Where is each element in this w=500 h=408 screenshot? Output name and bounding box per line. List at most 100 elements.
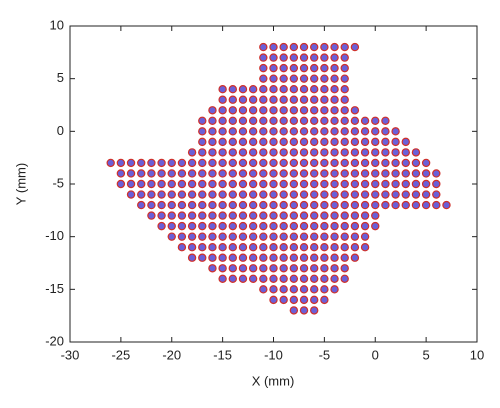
point bbox=[269, 169, 278, 178]
point bbox=[310, 106, 319, 115]
point bbox=[269, 242, 278, 252]
point bbox=[421, 179, 431, 189]
point bbox=[371, 179, 380, 189]
point bbox=[116, 179, 126, 189]
point bbox=[350, 179, 360, 189]
point bbox=[187, 179, 197, 189]
point bbox=[340, 127, 349, 136]
point bbox=[310, 169, 319, 178]
point bbox=[391, 179, 400, 189]
point bbox=[289, 148, 299, 157]
point bbox=[147, 211, 156, 220]
point bbox=[259, 137, 268, 147]
point bbox=[330, 274, 339, 283]
point bbox=[208, 137, 217, 147]
point bbox=[259, 211, 268, 220]
point bbox=[248, 106, 258, 115]
point bbox=[391, 137, 400, 147]
point bbox=[279, 158, 288, 168]
point bbox=[218, 137, 227, 147]
point bbox=[238, 137, 248, 147]
point bbox=[208, 264, 217, 273]
point bbox=[208, 242, 217, 252]
point bbox=[218, 253, 227, 262]
point bbox=[289, 221, 299, 231]
point bbox=[208, 158, 217, 168]
point bbox=[320, 179, 329, 189]
point bbox=[411, 148, 421, 157]
point bbox=[218, 200, 227, 210]
point bbox=[279, 95, 288, 104]
point bbox=[330, 232, 339, 241]
point bbox=[289, 232, 299, 241]
point bbox=[147, 169, 156, 178]
point bbox=[289, 211, 299, 220]
y-tick-label: -15 bbox=[45, 281, 64, 296]
point bbox=[238, 211, 248, 220]
point bbox=[238, 190, 248, 199]
point bbox=[330, 242, 339, 252]
point bbox=[340, 84, 349, 94]
point bbox=[421, 169, 431, 178]
point bbox=[310, 63, 319, 73]
point bbox=[259, 148, 268, 157]
point bbox=[269, 200, 278, 210]
point bbox=[228, 106, 237, 115]
point bbox=[157, 190, 166, 199]
point bbox=[299, 158, 309, 168]
point bbox=[299, 137, 309, 147]
point bbox=[371, 137, 380, 147]
point bbox=[269, 221, 278, 231]
point bbox=[350, 137, 360, 147]
point bbox=[289, 42, 299, 52]
point bbox=[320, 53, 329, 62]
point bbox=[198, 127, 207, 136]
point bbox=[279, 253, 288, 262]
point bbox=[401, 158, 410, 168]
point bbox=[187, 148, 197, 157]
point bbox=[340, 63, 349, 73]
point bbox=[106, 158, 115, 168]
point bbox=[198, 179, 207, 189]
point bbox=[391, 158, 400, 168]
point bbox=[248, 179, 258, 189]
point bbox=[310, 53, 319, 62]
point bbox=[299, 306, 309, 315]
point bbox=[269, 42, 278, 52]
point bbox=[147, 200, 156, 210]
point bbox=[269, 285, 278, 294]
point bbox=[157, 179, 166, 189]
point bbox=[330, 200, 339, 210]
point bbox=[167, 169, 176, 178]
point bbox=[310, 274, 319, 283]
point bbox=[320, 63, 329, 73]
point bbox=[198, 242, 207, 252]
point bbox=[310, 190, 319, 199]
point bbox=[289, 295, 299, 305]
point bbox=[228, 253, 237, 262]
point bbox=[371, 127, 380, 136]
point bbox=[289, 242, 299, 252]
point bbox=[238, 127, 248, 136]
point bbox=[187, 190, 197, 199]
point bbox=[279, 84, 288, 94]
point bbox=[442, 200, 451, 210]
point bbox=[310, 74, 319, 83]
point bbox=[289, 74, 299, 83]
point bbox=[269, 158, 278, 168]
point bbox=[218, 169, 227, 178]
point bbox=[340, 53, 349, 62]
point bbox=[299, 169, 309, 178]
point bbox=[228, 232, 237, 241]
point bbox=[208, 211, 217, 220]
point bbox=[289, 306, 299, 315]
y-tick-label: -10 bbox=[45, 228, 64, 243]
point bbox=[289, 84, 299, 94]
point bbox=[310, 84, 319, 94]
point bbox=[238, 232, 248, 241]
point bbox=[248, 232, 258, 241]
point bbox=[238, 274, 248, 283]
point bbox=[432, 190, 441, 199]
point bbox=[411, 200, 421, 210]
point bbox=[381, 116, 390, 126]
